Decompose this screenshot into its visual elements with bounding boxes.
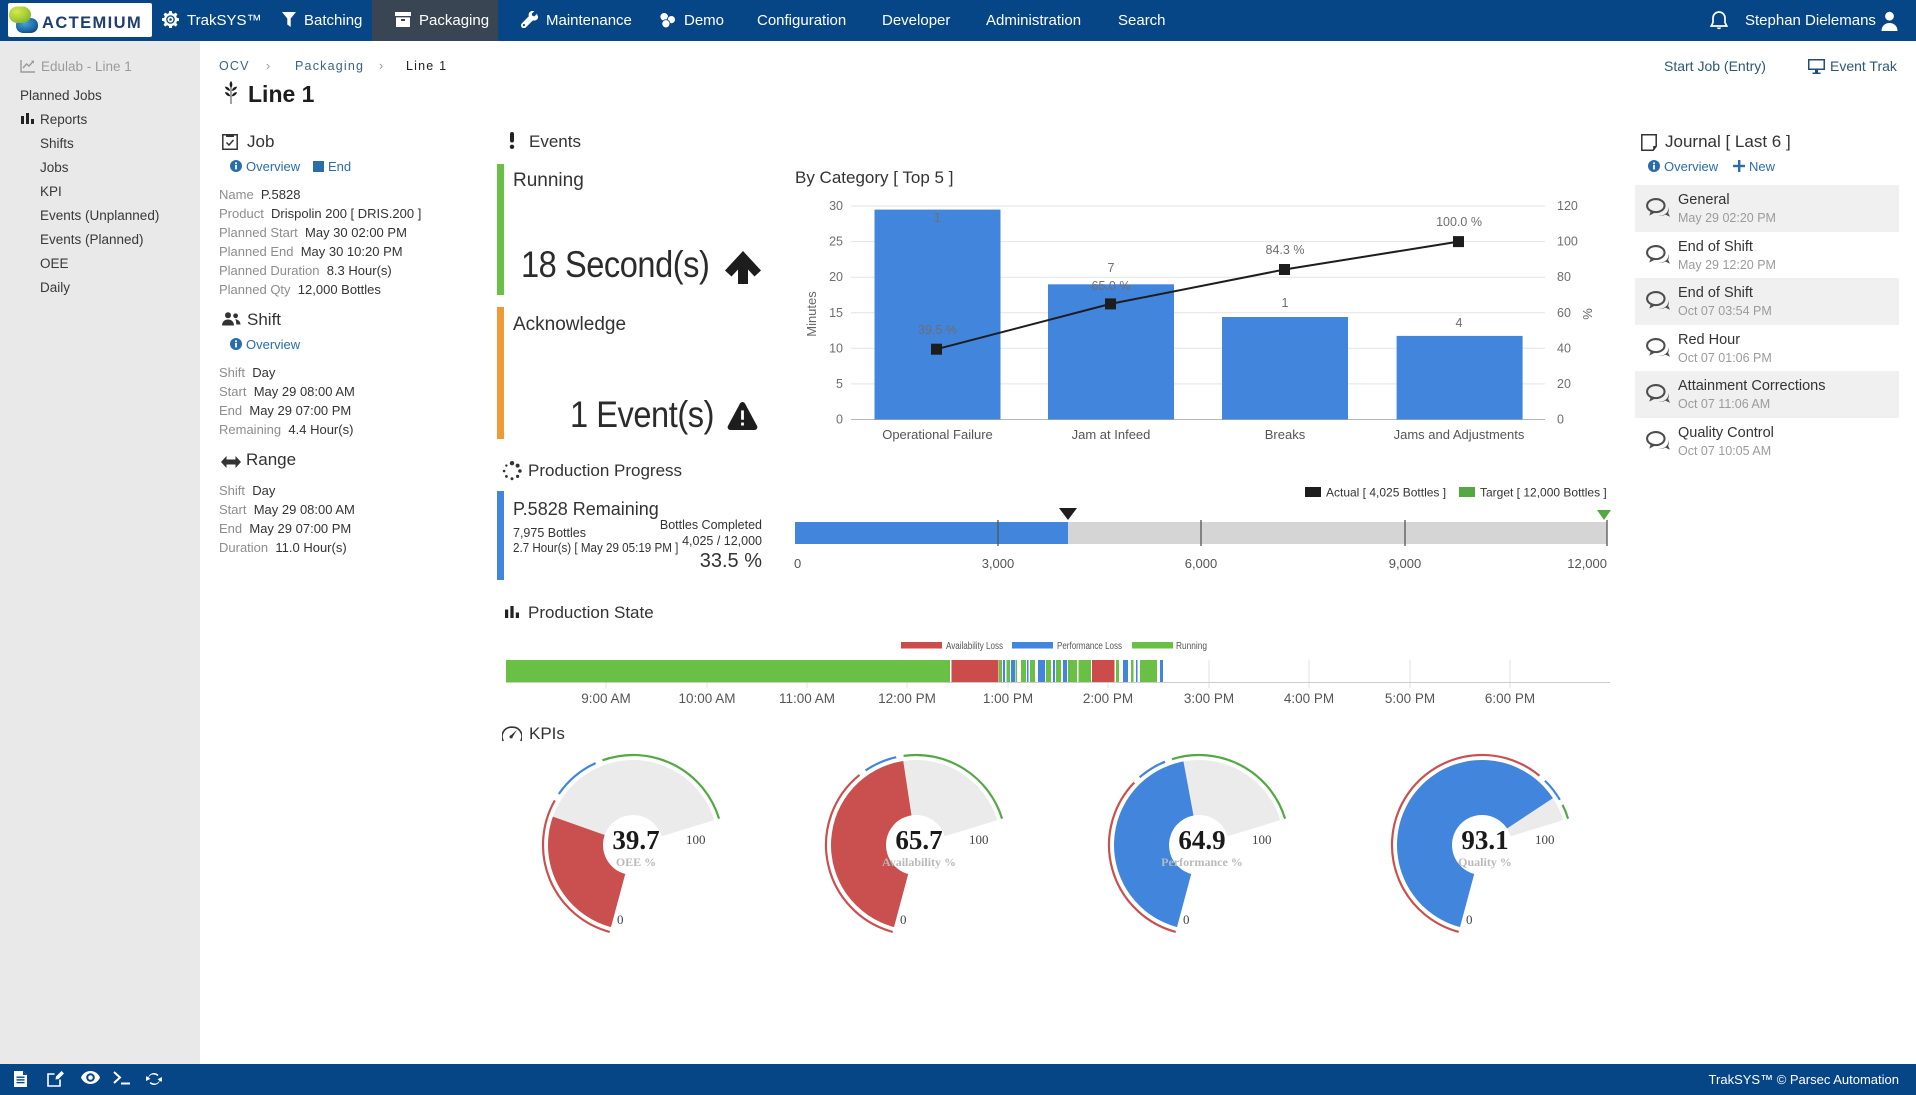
svg-text:0: 0: [1466, 912, 1473, 927]
svg-text:0: 0: [794, 556, 801, 571]
svg-text:15: 15: [829, 306, 843, 320]
svg-text:Availability Loss: Availability Loss: [946, 641, 1003, 652]
svg-text:0: 0: [617, 912, 624, 927]
svg-text:100.0 %: 100.0 %: [1436, 215, 1482, 229]
svg-text:12:00 PM: 12:00 PM: [878, 691, 936, 706]
svg-text:10:00 AM: 10:00 AM: [678, 691, 735, 706]
svg-text:7: 7: [1108, 261, 1115, 275]
svg-text:65.7: 65.7: [895, 825, 942, 855]
svg-text:3:00 PM: 3:00 PM: [1184, 691, 1234, 706]
svg-text:4:00 PM: 4:00 PM: [1284, 691, 1334, 706]
svg-text:64.9: 64.9: [1178, 825, 1225, 855]
svg-text:1:00 PM: 1:00 PM: [983, 691, 1033, 706]
svg-text:5:00 PM: 5:00 PM: [1385, 691, 1435, 706]
svg-text:0: 0: [1557, 413, 1564, 427]
svg-text:100: 100: [1252, 832, 1272, 847]
svg-text:Target [ 12,000 Bottles ]: Target [ 12,000 Bottles ]: [1480, 486, 1607, 500]
svg-text:Breaks: Breaks: [1265, 427, 1306, 442]
svg-text:25: 25: [829, 235, 843, 249]
svg-text:93.1: 93.1: [1461, 825, 1508, 855]
svg-text:84.3 %: 84.3 %: [1266, 243, 1305, 257]
svg-text:6,000: 6,000: [1185, 556, 1218, 571]
svg-text:10: 10: [829, 341, 843, 355]
svg-text:9:00 AM: 9:00 AM: [581, 691, 631, 706]
svg-text:OEE %: OEE %: [616, 855, 656, 869]
svg-text:120: 120: [1557, 199, 1578, 213]
svg-text:12,000: 12,000: [1567, 556, 1607, 571]
svg-text:1: 1: [1282, 296, 1289, 310]
svg-text:9,000: 9,000: [1389, 556, 1422, 571]
svg-text:65.0 %: 65.0 %: [1092, 279, 1131, 293]
svg-text:0: 0: [1183, 912, 1190, 927]
svg-text:1: 1: [934, 211, 941, 225]
svg-text:2:00 PM: 2:00 PM: [1083, 691, 1133, 706]
svg-text:20: 20: [829, 270, 843, 284]
svg-text:80: 80: [1557, 270, 1571, 284]
svg-text:Actual [ 4,025 Bottles ]: Actual [ 4,025 Bottles ]: [1326, 486, 1446, 500]
svg-text:4: 4: [1456, 316, 1463, 330]
svg-text:Jam at Infeed: Jam at Infeed: [1072, 427, 1151, 442]
svg-text:Operational Failure: Operational Failure: [882, 427, 993, 442]
svg-text:100: 100: [1557, 235, 1578, 249]
svg-text:Jams and Adjustments: Jams and Adjustments: [1394, 427, 1525, 442]
svg-text:40: 40: [1557, 341, 1571, 355]
svg-text:30: 30: [829, 199, 843, 213]
svg-text:39.5 %: 39.5 %: [918, 323, 957, 337]
svg-text:100: 100: [1535, 832, 1555, 847]
svg-text:100: 100: [686, 832, 706, 847]
svg-text:Performance %: Performance %: [1161, 855, 1243, 869]
svg-text:%: %: [1580, 308, 1595, 320]
svg-text:3,000: 3,000: [982, 556, 1015, 571]
svg-text:100: 100: [969, 832, 989, 847]
svg-text:5: 5: [836, 377, 843, 391]
svg-text:20: 20: [1557, 377, 1571, 391]
svg-text:Performance Loss: Performance Loss: [1057, 641, 1122, 652]
svg-text:11:00 AM: 11:00 AM: [779, 691, 835, 706]
svg-text:0: 0: [836, 413, 843, 427]
svg-text:Availability %: Availability %: [882, 855, 956, 869]
svg-text:Minutes: Minutes: [804, 291, 819, 337]
svg-text:39.7: 39.7: [612, 825, 659, 855]
svg-text:Running: Running: [1176, 641, 1207, 652]
svg-text:ACTEMIUM: ACTEMIUM: [42, 14, 142, 32]
svg-text:6:00 PM: 6:00 PM: [1485, 691, 1535, 706]
svg-text:Quality %: Quality %: [1458, 855, 1512, 869]
svg-text:0: 0: [900, 912, 907, 927]
svg-text:60: 60: [1557, 306, 1571, 320]
